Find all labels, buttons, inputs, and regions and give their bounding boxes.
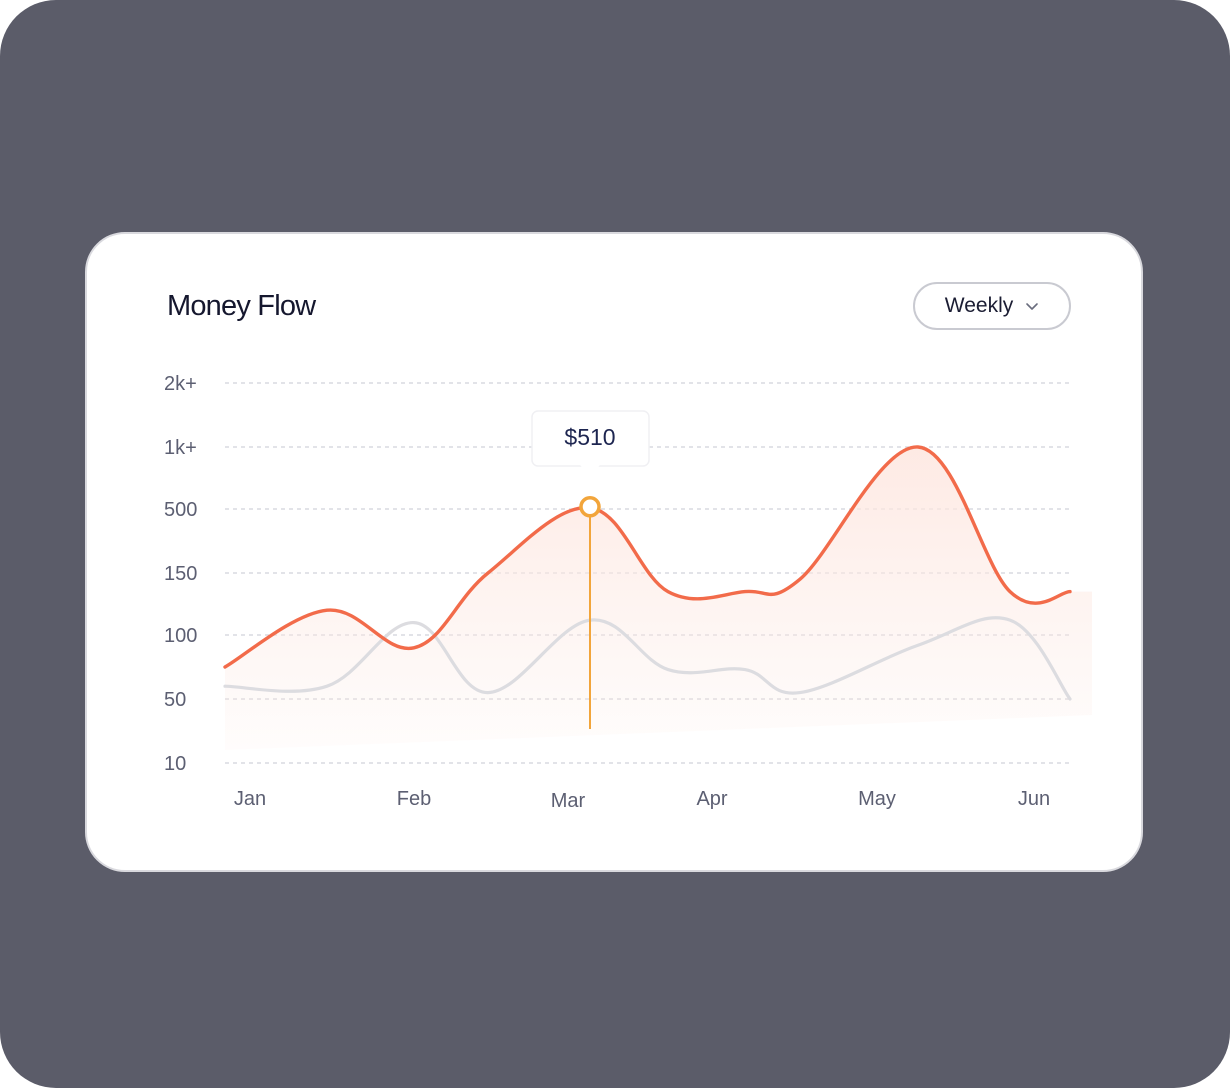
card-title: Money Flow bbox=[167, 290, 316, 322]
period-select-value: Weekly bbox=[944, 294, 1014, 317]
x-tick-label: Feb bbox=[397, 788, 431, 810]
tooltip-value: $510 bbox=[564, 424, 615, 450]
x-tick-label: Jun bbox=[1018, 788, 1050, 810]
y-tick-label: 50 bbox=[164, 689, 186, 711]
series-area bbox=[225, 446, 1092, 750]
x-tick-label: May bbox=[858, 788, 896, 810]
period-select[interactable]: Weekly bbox=[913, 282, 1071, 330]
series-line-primary bbox=[223, 445, 1072, 669]
x-tick-label: Mar bbox=[551, 790, 586, 812]
x-tick-label: Jan bbox=[234, 788, 266, 810]
y-tick-label: 500 bbox=[164, 499, 197, 521]
y-tick-label: 10 bbox=[164, 753, 186, 775]
y-tick-label: 100 bbox=[164, 625, 197, 647]
y-tick-label: 150 bbox=[164, 563, 197, 585]
y-tick-label: 2k+ bbox=[164, 373, 197, 395]
x-tick-label: Apr bbox=[696, 788, 727, 810]
chevron-down-icon bbox=[1026, 303, 1039, 310]
y-tick-label: 1k+ bbox=[164, 437, 197, 459]
series-line-secondary bbox=[223, 616, 1072, 701]
value-tooltip: $510 bbox=[531, 410, 650, 477]
highlight-point[interactable] bbox=[579, 496, 601, 518]
